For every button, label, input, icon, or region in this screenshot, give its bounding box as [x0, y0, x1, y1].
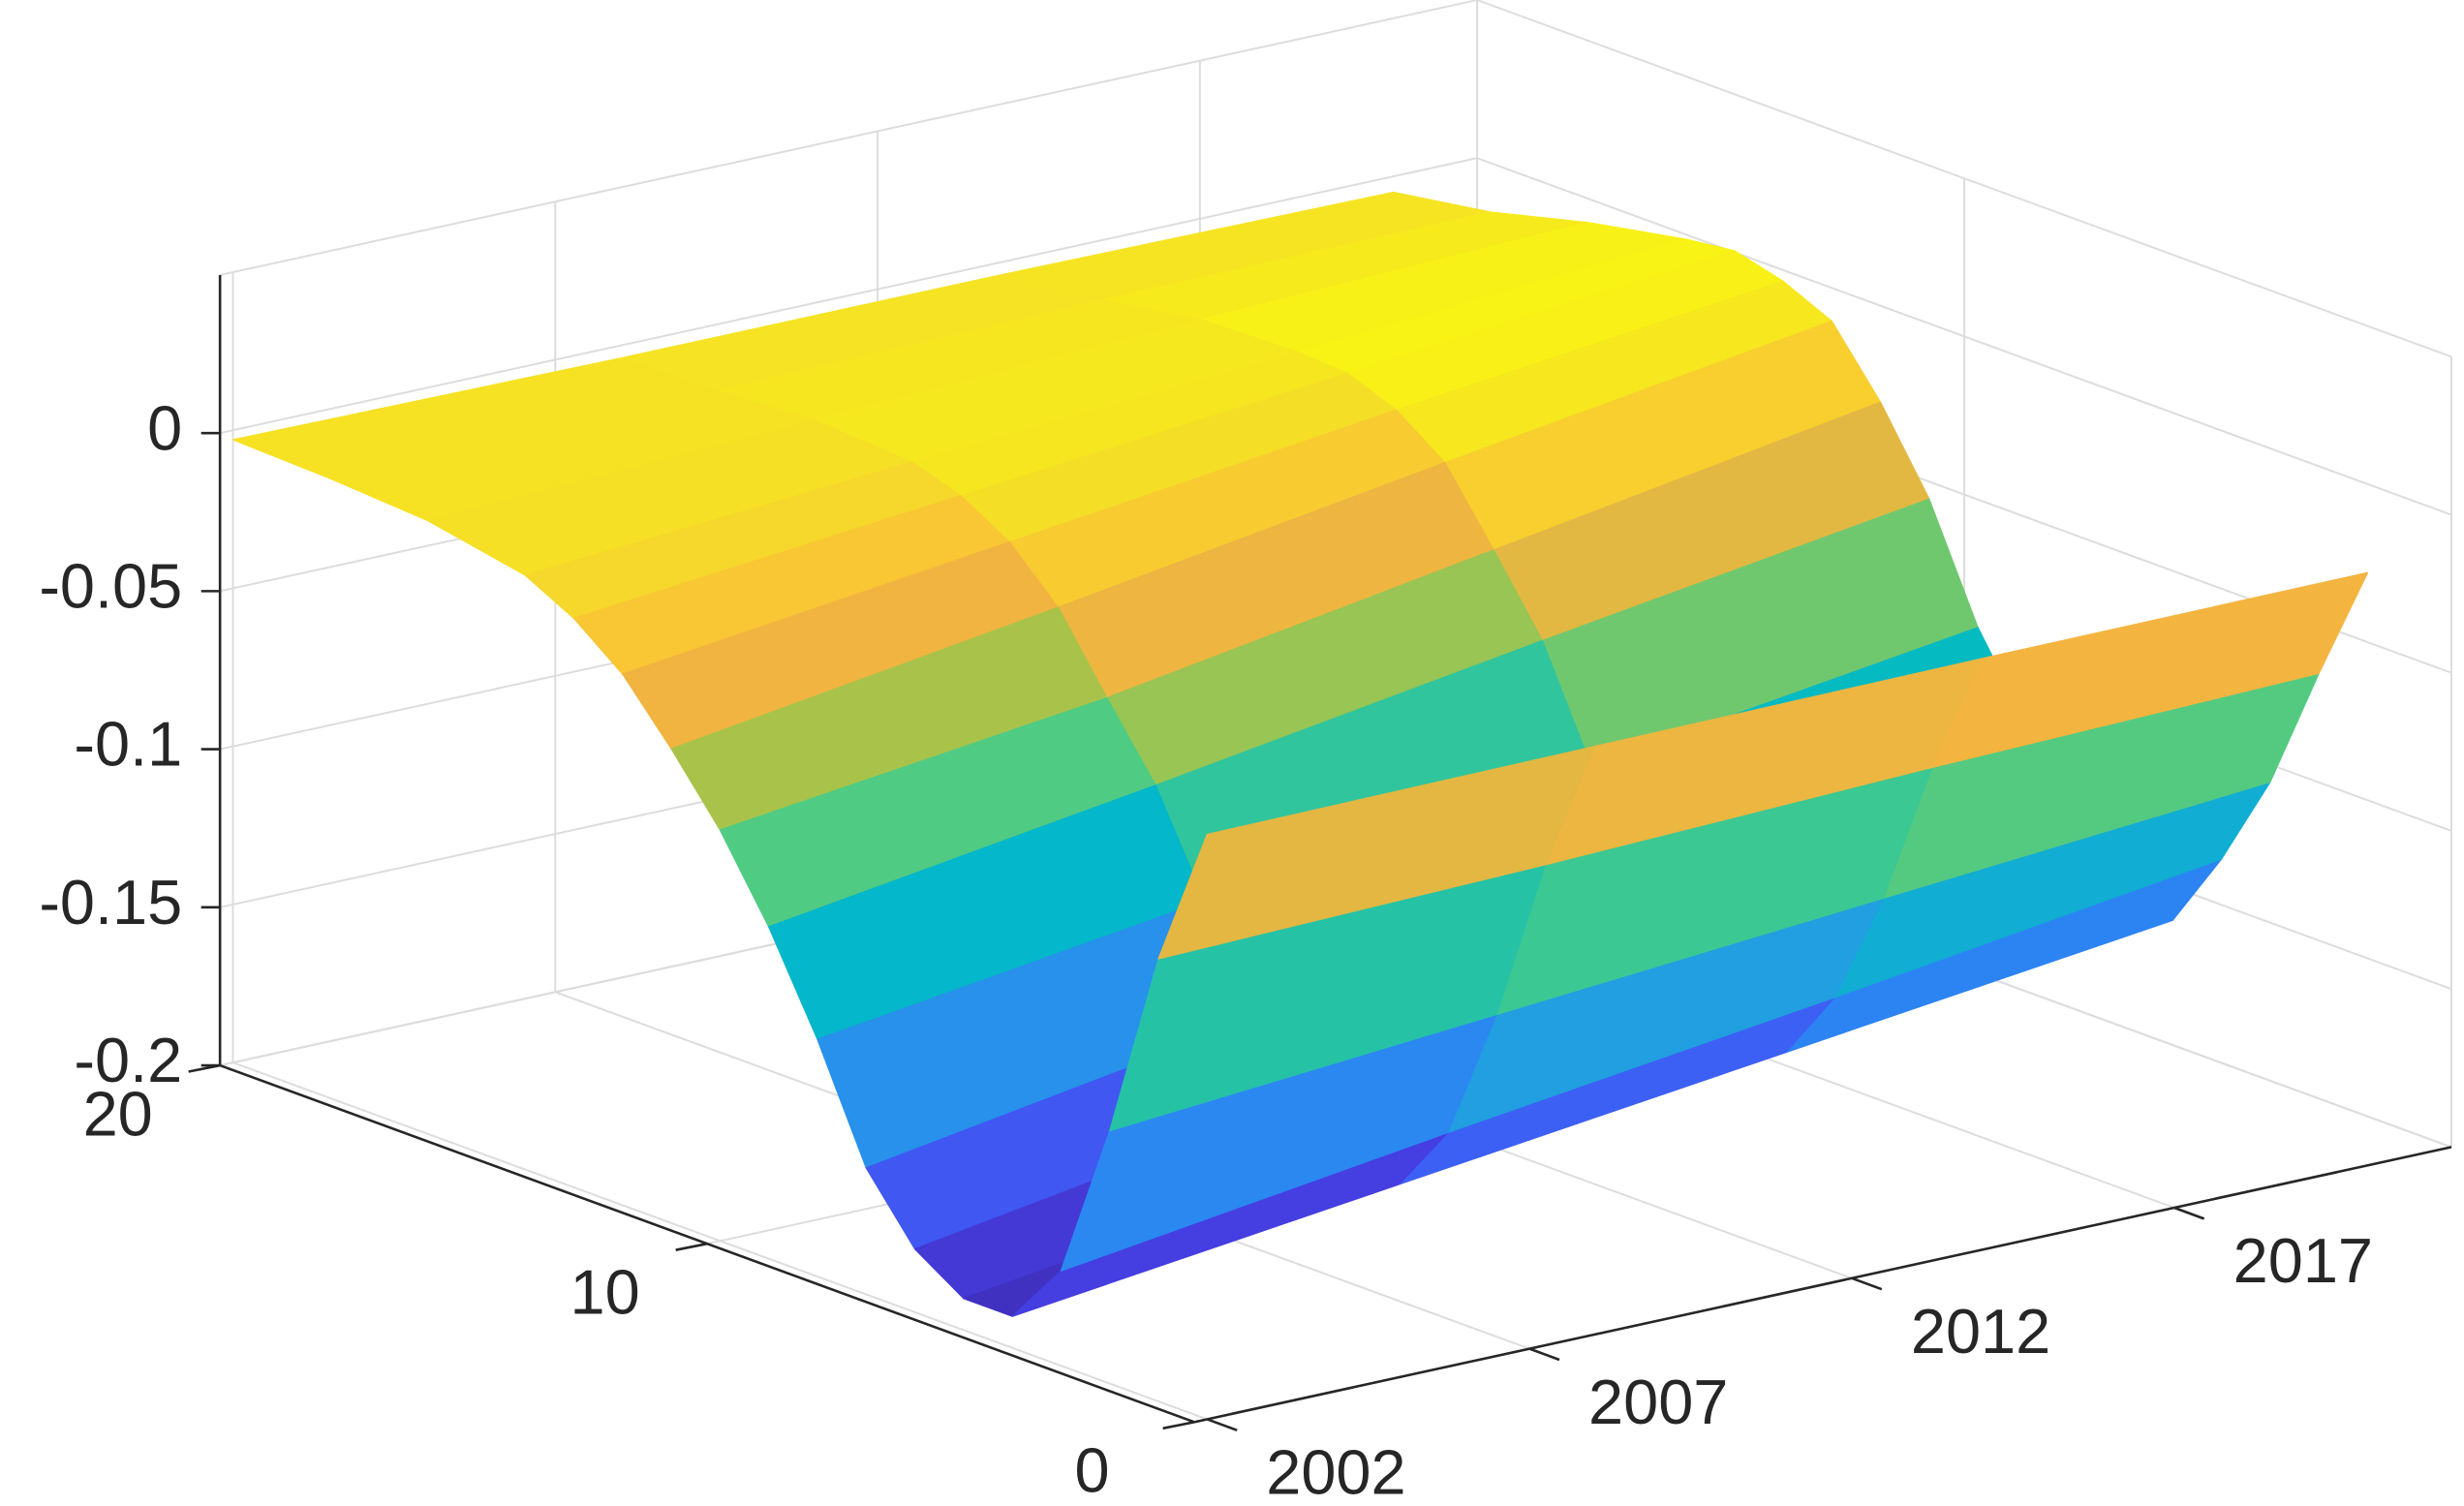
surface-patch	[1157, 746, 1595, 960]
y-axis	[219, 1063, 1195, 1424]
surface	[231, 191, 2369, 1317]
y-tick	[1162, 1421, 1195, 1430]
y-tick	[188, 1063, 221, 1073]
x-tick	[2173, 1206, 2205, 1220]
z-tick-label: -0.05	[39, 551, 182, 622]
axes: -0.2 -0.15 -0.1 -0.05 0 2002 2007 2012 2017 0 10 20	[39, 274, 2452, 1506]
x-axis	[1193, 1146, 2452, 1424]
z-tick-label: -0.15	[39, 867, 182, 937]
y-tick-label: 0	[1075, 1435, 1110, 1506]
z-tick-label: -0.2	[74, 1025, 182, 1095]
y-tick-label: 10	[570, 1256, 640, 1327]
x-tick	[1206, 1418, 1238, 1432]
x-tick-label: 2002	[1266, 1437, 1405, 1506]
x-tick-label: 2017	[2233, 1225, 2373, 1296]
y-tick	[675, 1242, 708, 1251]
x-tick	[1528, 1347, 1560, 1362]
x-tick	[1851, 1276, 1883, 1291]
z-tick-label: 0	[147, 392, 182, 463]
x-tick-label: 2012	[1911, 1296, 2050, 1367]
y-tick-label: 20	[83, 1078, 153, 1149]
z-tick-label: -0.1	[74, 709, 182, 780]
wall-edge	[219, 0, 1478, 276]
x-tick-label: 2007	[1588, 1367, 1728, 1437]
grid-line	[219, 157, 1478, 435]
